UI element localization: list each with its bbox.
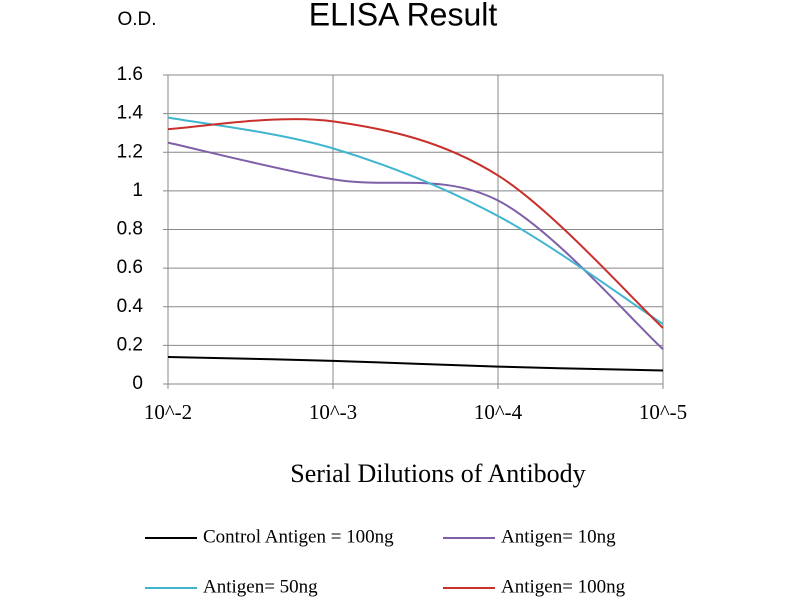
y-tick-label: 0 [132, 373, 143, 394]
x-tick-label: 10^-4 [474, 400, 523, 424]
y-tick-label: 0.8 [117, 219, 143, 240]
x-tick-label: 10^-3 [309, 400, 357, 424]
x-tick-label: 10^-5 [639, 400, 687, 424]
y-tick-label: 1.4 [117, 103, 144, 124]
y-axis-label: O.D. [117, 9, 156, 30]
y-tick-label: 1.2 [117, 141, 143, 162]
legend-label: Antigen= 100ng [501, 576, 626, 597]
x-axis-label: Serial Dilutions of Antibody [290, 459, 585, 488]
x-tick-label: 10^-2 [144, 400, 192, 424]
legend-label: Antigen= 50ng [203, 576, 318, 597]
chart-title: ELISA Result [309, 0, 498, 32]
line-series [167, 116, 664, 325]
line-series [167, 118, 664, 329]
y-tick-label: 0.4 [117, 296, 144, 317]
line-series [167, 355, 664, 372]
y-tick-label: 0.2 [117, 334, 143, 355]
legend-label: Control Antigen = 100ng [203, 526, 394, 547]
y-tick-label: 1.6 [117, 64, 143, 85]
y-tick-label: 1 [132, 180, 143, 201]
y-tick-label: 0.6 [117, 257, 143, 278]
line-series [167, 141, 664, 350]
legend-label: Antigen= 10ng [501, 526, 616, 547]
